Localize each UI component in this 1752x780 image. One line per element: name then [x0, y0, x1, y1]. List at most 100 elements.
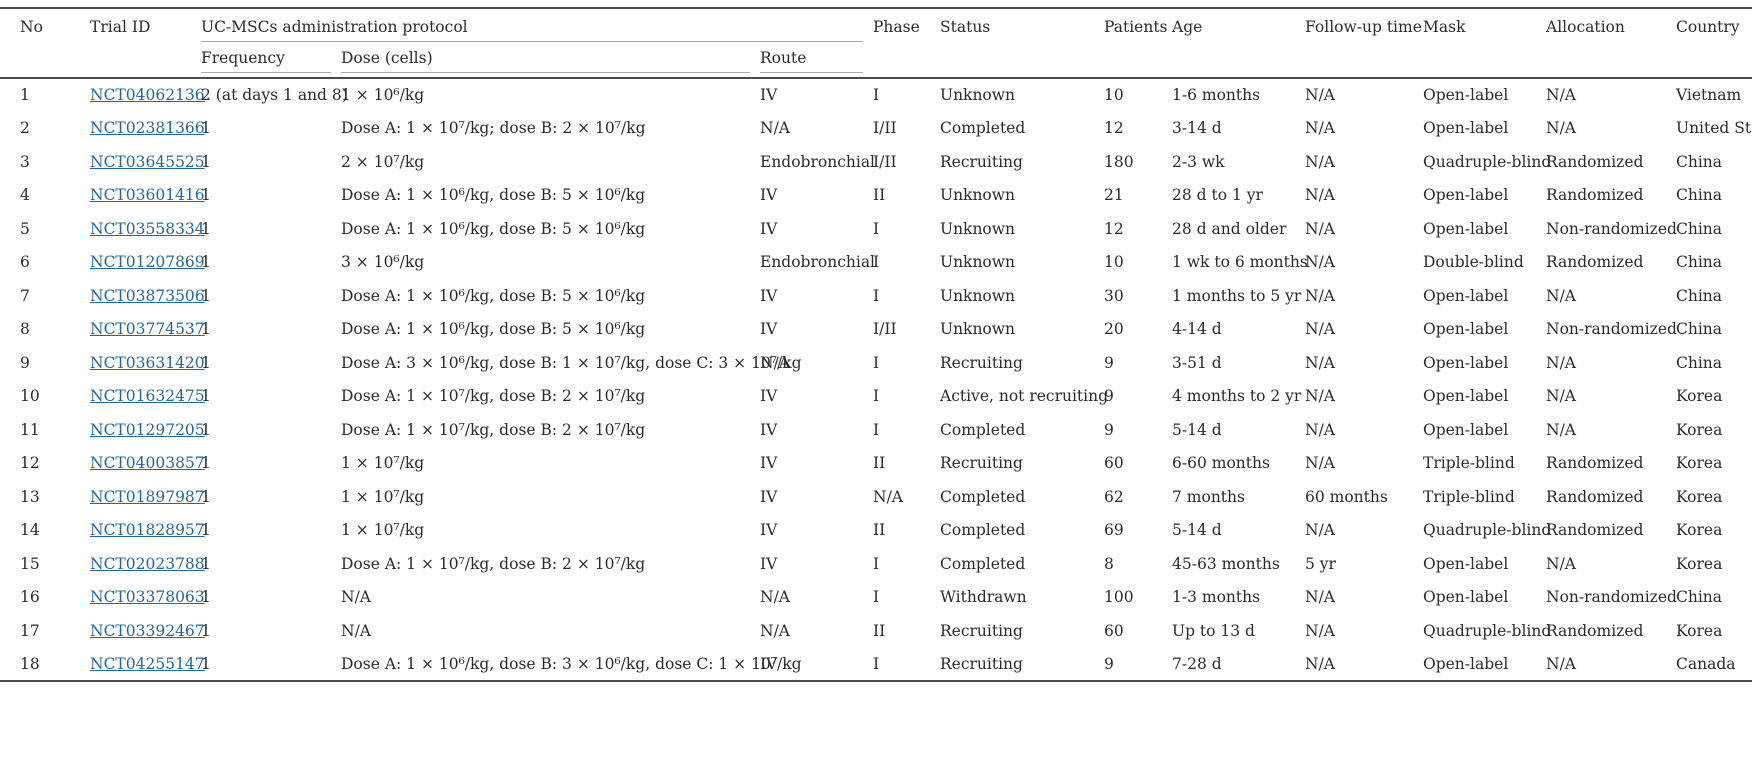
cell-trial-id: NCT03631420	[90, 346, 205, 380]
cell-allocation: N/A	[1546, 119, 1576, 138]
col-header-status: Status	[940, 18, 991, 36]
cell-dose: Dose A: 1 × 10⁷/kg, dose B: 2 × 10⁷/kg	[341, 420, 646, 439]
cell-phase: I	[873, 654, 880, 673]
trial-id-link[interactable]: NCT03774537	[90, 320, 205, 339]
table-row: 17 NCT03392467 1 N/A N/A II Recruiting 60 Up to …	[0, 614, 1752, 648]
cell-trial-id: NCT01897987	[90, 480, 205, 514]
cell-follow-up: N/A	[1305, 420, 1335, 439]
trial-id-link[interactable]: NCT03392467	[90, 621, 205, 640]
trial-id-link[interactable]: NCT02381366	[90, 119, 205, 138]
table-header: No Trial ID UC-MSCs administration proto…	[0, 8, 1752, 78]
cell-patients: 9	[1104, 353, 1114, 372]
cell-frequency: 1	[201, 521, 211, 540]
cell-trial-id: NCT02381366	[90, 112, 205, 146]
cell-allocation: Randomized	[1546, 454, 1644, 473]
cell-frequency: 1	[201, 654, 211, 673]
trial-id-link[interactable]: NCT04003857	[90, 454, 205, 473]
cell-phase: I/II	[873, 320, 897, 339]
cell-route: IV	[760, 86, 778, 105]
cell-mask: Triple-blind	[1423, 454, 1515, 473]
cell-patients: 8	[1104, 554, 1114, 573]
frequency-label: Frequency	[201, 49, 331, 73]
trial-id-link[interactable]: NCT01297205	[90, 420, 205, 439]
trial-id-link[interactable]: NCT01632475	[90, 387, 205, 406]
cell-age: 6-60 months	[1172, 454, 1270, 473]
cell-allocation: N/A	[1546, 420, 1576, 439]
table-row: 16 NCT03378063 1 N/A N/A I Withdrawn 100 1-3 mon…	[0, 581, 1752, 615]
col-header-protocol-group: UC-MSCs administration protocol	[201, 8, 873, 44]
cell-frequency: 1	[201, 152, 211, 171]
cell-frequency: 1	[201, 420, 211, 439]
cell-patients: 12	[1104, 119, 1124, 138]
cell-trial-id: NCT01297205	[90, 413, 205, 447]
col-header-mask: Mask	[1423, 18, 1466, 36]
cell-phase: I	[873, 253, 880, 272]
cell-no: 17	[20, 621, 40, 640]
cell-dose: 1 × 10⁷/kg	[341, 521, 425, 540]
cell-route: N/A	[760, 119, 790, 138]
trial-id-link[interactable]: NCT03558334	[90, 219, 205, 238]
cell-patients: 9	[1104, 387, 1114, 406]
cell-frequency: 1	[201, 320, 211, 339]
cell-route: IV	[760, 521, 778, 540]
col-header-country: Country	[1676, 18, 1740, 36]
cell-age: 1 wk to 6 months	[1172, 253, 1308, 272]
trial-id-link[interactable]: NCT03645525	[90, 152, 205, 171]
clinical-trials-table: No Trial ID UC-MSCs administration proto…	[0, 7, 1752, 682]
cell-frequency: 1	[201, 621, 211, 640]
col-header-dose: Dose (cells)	[341, 44, 760, 78]
trial-id-link[interactable]: NCT03378063	[90, 588, 205, 607]
cell-status: Recruiting	[940, 353, 1023, 372]
cell-dose: 2 × 10⁷/kg	[341, 152, 425, 171]
trial-id-link[interactable]: NCT03873506	[90, 286, 205, 305]
cell-status: Unknown	[940, 253, 1016, 272]
trial-id-link[interactable]: NCT04062136	[90, 86, 205, 105]
table-row: 8 NCT03774537 1 Dose A: 1 × 10⁶/kg, dose B:…	[0, 313, 1752, 347]
cell-follow-up: N/A	[1305, 387, 1335, 406]
cell-follow-up: N/A	[1305, 219, 1335, 238]
cell-status: Completed	[940, 521, 1026, 540]
trial-id-link[interactable]: NCT03601416	[90, 186, 205, 205]
cell-allocation: N/A	[1546, 387, 1576, 406]
trial-id-link[interactable]: NCT01207869	[90, 253, 205, 272]
cell-phase: II	[873, 186, 886, 205]
cell-phase: I/II	[873, 152, 897, 171]
cell-mask: Open-label	[1423, 286, 1509, 305]
table-row: 14 NCT01828957 1 1 × 10⁷/kg IV II Completed 69 5…	[0, 514, 1752, 548]
cell-mask: Double-blind	[1423, 253, 1524, 272]
table-row: 12 NCT04003857 1 1 × 10⁷/kg IV II Recruiting 60…	[0, 447, 1752, 481]
cell-status: Recruiting	[940, 454, 1023, 473]
col-header-trial-id: Trial ID	[90, 18, 151, 36]
cell-route: IV	[760, 186, 778, 205]
cell-follow-up: N/A	[1305, 521, 1335, 540]
cell-follow-up: N/A	[1305, 621, 1335, 640]
cell-frequency: 2 (at days 1 and 8)	[201, 86, 348, 105]
cell-no: 2	[20, 119, 30, 138]
cell-dose: N/A	[341, 621, 371, 640]
cell-dose: Dose A: 1 × 10⁷/kg; dose B: 2 × 10⁷/kg	[341, 119, 646, 138]
cell-phase: N/A	[873, 487, 903, 506]
col-header-age: Age	[1172, 18, 1203, 36]
cell-country: Korea	[1676, 554, 1723, 573]
cell-country: China	[1676, 320, 1723, 339]
table-row: 6 NCT01207869 1 3 × 10⁶/kg Endobronchial I Unk…	[0, 246, 1752, 280]
cell-route: N/A	[760, 621, 790, 640]
trial-id-link[interactable]: NCT03631420	[90, 353, 205, 372]
cell-follow-up: 5 yr	[1305, 554, 1336, 573]
cell-route: IV	[760, 219, 778, 238]
cell-dose: 1 × 10⁶/kg	[341, 86, 425, 105]
cell-status: Unknown	[940, 320, 1016, 339]
trial-id-link[interactable]: NCT04255147	[90, 654, 205, 673]
cell-status: Recruiting	[940, 621, 1023, 640]
cell-dose: Dose A: 1 × 10⁷/kg, dose B: 2 × 10⁷/kg	[341, 387, 646, 406]
trial-id-link[interactable]: NCT01897987	[90, 487, 205, 506]
cell-allocation: Randomized	[1546, 253, 1644, 272]
cell-route: IV	[760, 286, 778, 305]
trial-id-link[interactable]: NCT02023788	[90, 554, 205, 573]
cell-status: Unknown	[940, 186, 1016, 205]
cell-no: 3	[20, 152, 30, 171]
cell-age: 4 months to 2 yr	[1172, 387, 1302, 406]
table-row: 3 NCT03645525 1 2 × 10⁷/kg Endobronchial I/II…	[0, 145, 1752, 179]
trial-id-link[interactable]: NCT01828957	[90, 521, 205, 540]
cell-phase: II	[873, 521, 886, 540]
